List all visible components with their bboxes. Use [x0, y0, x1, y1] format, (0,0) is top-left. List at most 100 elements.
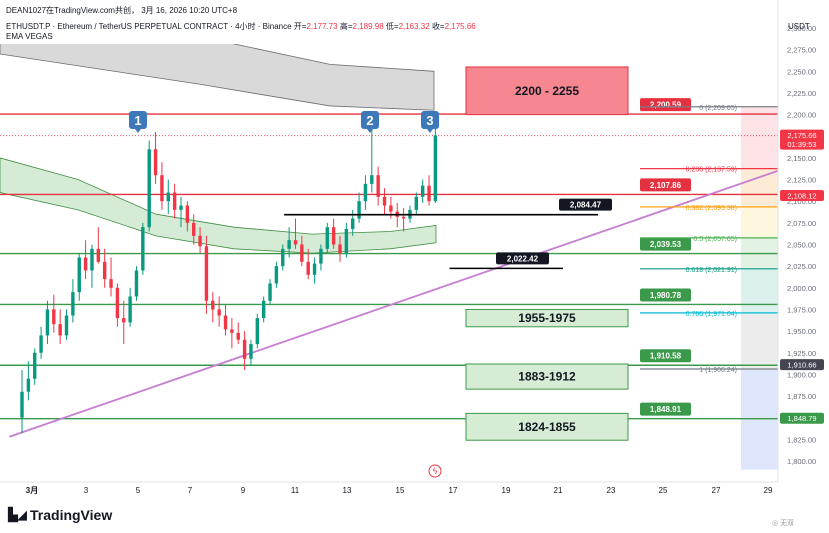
candle [109, 257, 113, 297]
candle-body [433, 135, 438, 202]
candle-body [344, 228, 349, 254]
candle-body [261, 300, 266, 319]
candle-body [242, 339, 247, 359]
candle [39, 326, 43, 359]
candle [147, 140, 151, 232]
candle-body [83, 257, 88, 271]
candle [172, 183, 177, 219]
candle-body [223, 315, 228, 330]
candle [230, 318, 234, 349]
candle [217, 296, 221, 327]
black-level-value: 2,022.42 [507, 254, 539, 263]
fib-band [741, 268, 778, 313]
level-tag [640, 23, 691, 36]
level-tag-value: 1,848.91 [650, 405, 682, 414]
candle [287, 227, 291, 258]
candle-body [420, 185, 425, 197]
publisher-text: DEAN1027在TradingView.com共创， [6, 6, 139, 15]
axis-price-value: 1,910.66 [787, 361, 816, 370]
candle-body [287, 240, 291, 249]
candle [306, 248, 310, 280]
zone-box: 2200 - 2255 [465, 66, 629, 116]
fib-label: 0.786 (1,971.04) [686, 311, 737, 318]
trend-line [8, 169, 778, 438]
candle [90, 244, 94, 288]
tv-mark-icon: ▙◢ [8, 507, 27, 522]
close-label: 收= [431, 22, 445, 31]
candle [20, 370, 24, 434]
candle-body [312, 263, 317, 275]
y-tick-label: 2,300.00 [787, 24, 816, 33]
candle-body [179, 205, 183, 210]
wave-badge-pointer [367, 129, 373, 133]
candle-body [389, 205, 393, 212]
axis-price-value: 2,175.66 [787, 131, 816, 140]
candle-body [204, 246, 209, 301]
candle [338, 235, 342, 262]
candle [179, 196, 183, 228]
axis-price-tag [780, 359, 824, 371]
y-tick-label: 2,275.00 [787, 46, 816, 55]
candle [281, 244, 285, 271]
zone-rect [465, 308, 629, 328]
symbol-title[interactable]: ETHUSDT.P · Ethereum / TetherUS PERPETUA… [6, 22, 292, 31]
candle-body [26, 378, 31, 392]
x-tick-label: 23 [607, 486, 616, 495]
candle [376, 166, 380, 206]
y-tick-label: 1,900.00 [787, 370, 816, 379]
candle [331, 218, 336, 249]
candle [293, 218, 298, 249]
fib-label: 0.5 (2,057.65) [693, 236, 737, 243]
candle [134, 266, 139, 301]
level-tag-value: 2,107.86 [650, 181, 682, 190]
candle [160, 162, 164, 210]
candle [96, 227, 101, 264]
candle [319, 244, 323, 271]
candle-body [281, 248, 285, 267]
candle-body [306, 261, 310, 275]
candle-body [217, 309, 221, 316]
open-value: 2,177.73 [306, 22, 338, 31]
level-tag [640, 288, 691, 302]
candle-body [71, 292, 75, 316]
candle [128, 287, 132, 327]
candle-body [160, 175, 164, 202]
candle [71, 279, 75, 323]
level-tag-value: 1,910.58 [650, 352, 682, 361]
low-value: 2,163.32 [398, 22, 430, 31]
candle-body [230, 329, 234, 333]
fib-label: 1 (1,906.24) [699, 367, 737, 374]
candle [249, 339, 253, 366]
level-tag-value: 2,039.53 [650, 240, 682, 249]
tradingview-logo-icon[interactable]: ▙◢ TradingView [8, 507, 112, 523]
wave-badge [129, 111, 147, 129]
candle-body [102, 261, 107, 280]
candle-body [20, 391, 24, 418]
chart-header-line1: DEAN1027在TradingView.com共创， 3月 16, 2026 … [6, 5, 237, 16]
candle-body [90, 248, 94, 271]
fib-label: 0.236 (2,137.59) [686, 167, 737, 174]
x-tick-label: 13 [343, 486, 352, 495]
candle [115, 283, 120, 327]
x-tick-label: 5 [136, 486, 141, 495]
candle [166, 179, 170, 215]
candle-body [64, 315, 69, 336]
candle-body [185, 205, 190, 223]
y-tick-label: 2,200.00 [787, 111, 816, 120]
y-tick-label: 1,950.00 [787, 327, 816, 336]
x-tick-label: 9 [241, 486, 246, 495]
fib-band [741, 106, 778, 169]
candle [26, 361, 31, 401]
candle-body [39, 335, 43, 353]
candle [45, 300, 50, 345]
fib-label: 0.618 (2,021.91) [686, 267, 737, 274]
candle-body [401, 216, 406, 219]
low-label: 低= [385, 22, 399, 31]
candle-body [319, 248, 323, 264]
candle-body [382, 196, 387, 206]
indicator-label[interactable]: EMA VEGAS [6, 32, 53, 41]
candle-body [249, 344, 253, 359]
candle-body [166, 192, 170, 202]
ema-upper-band [0, 44, 435, 111]
